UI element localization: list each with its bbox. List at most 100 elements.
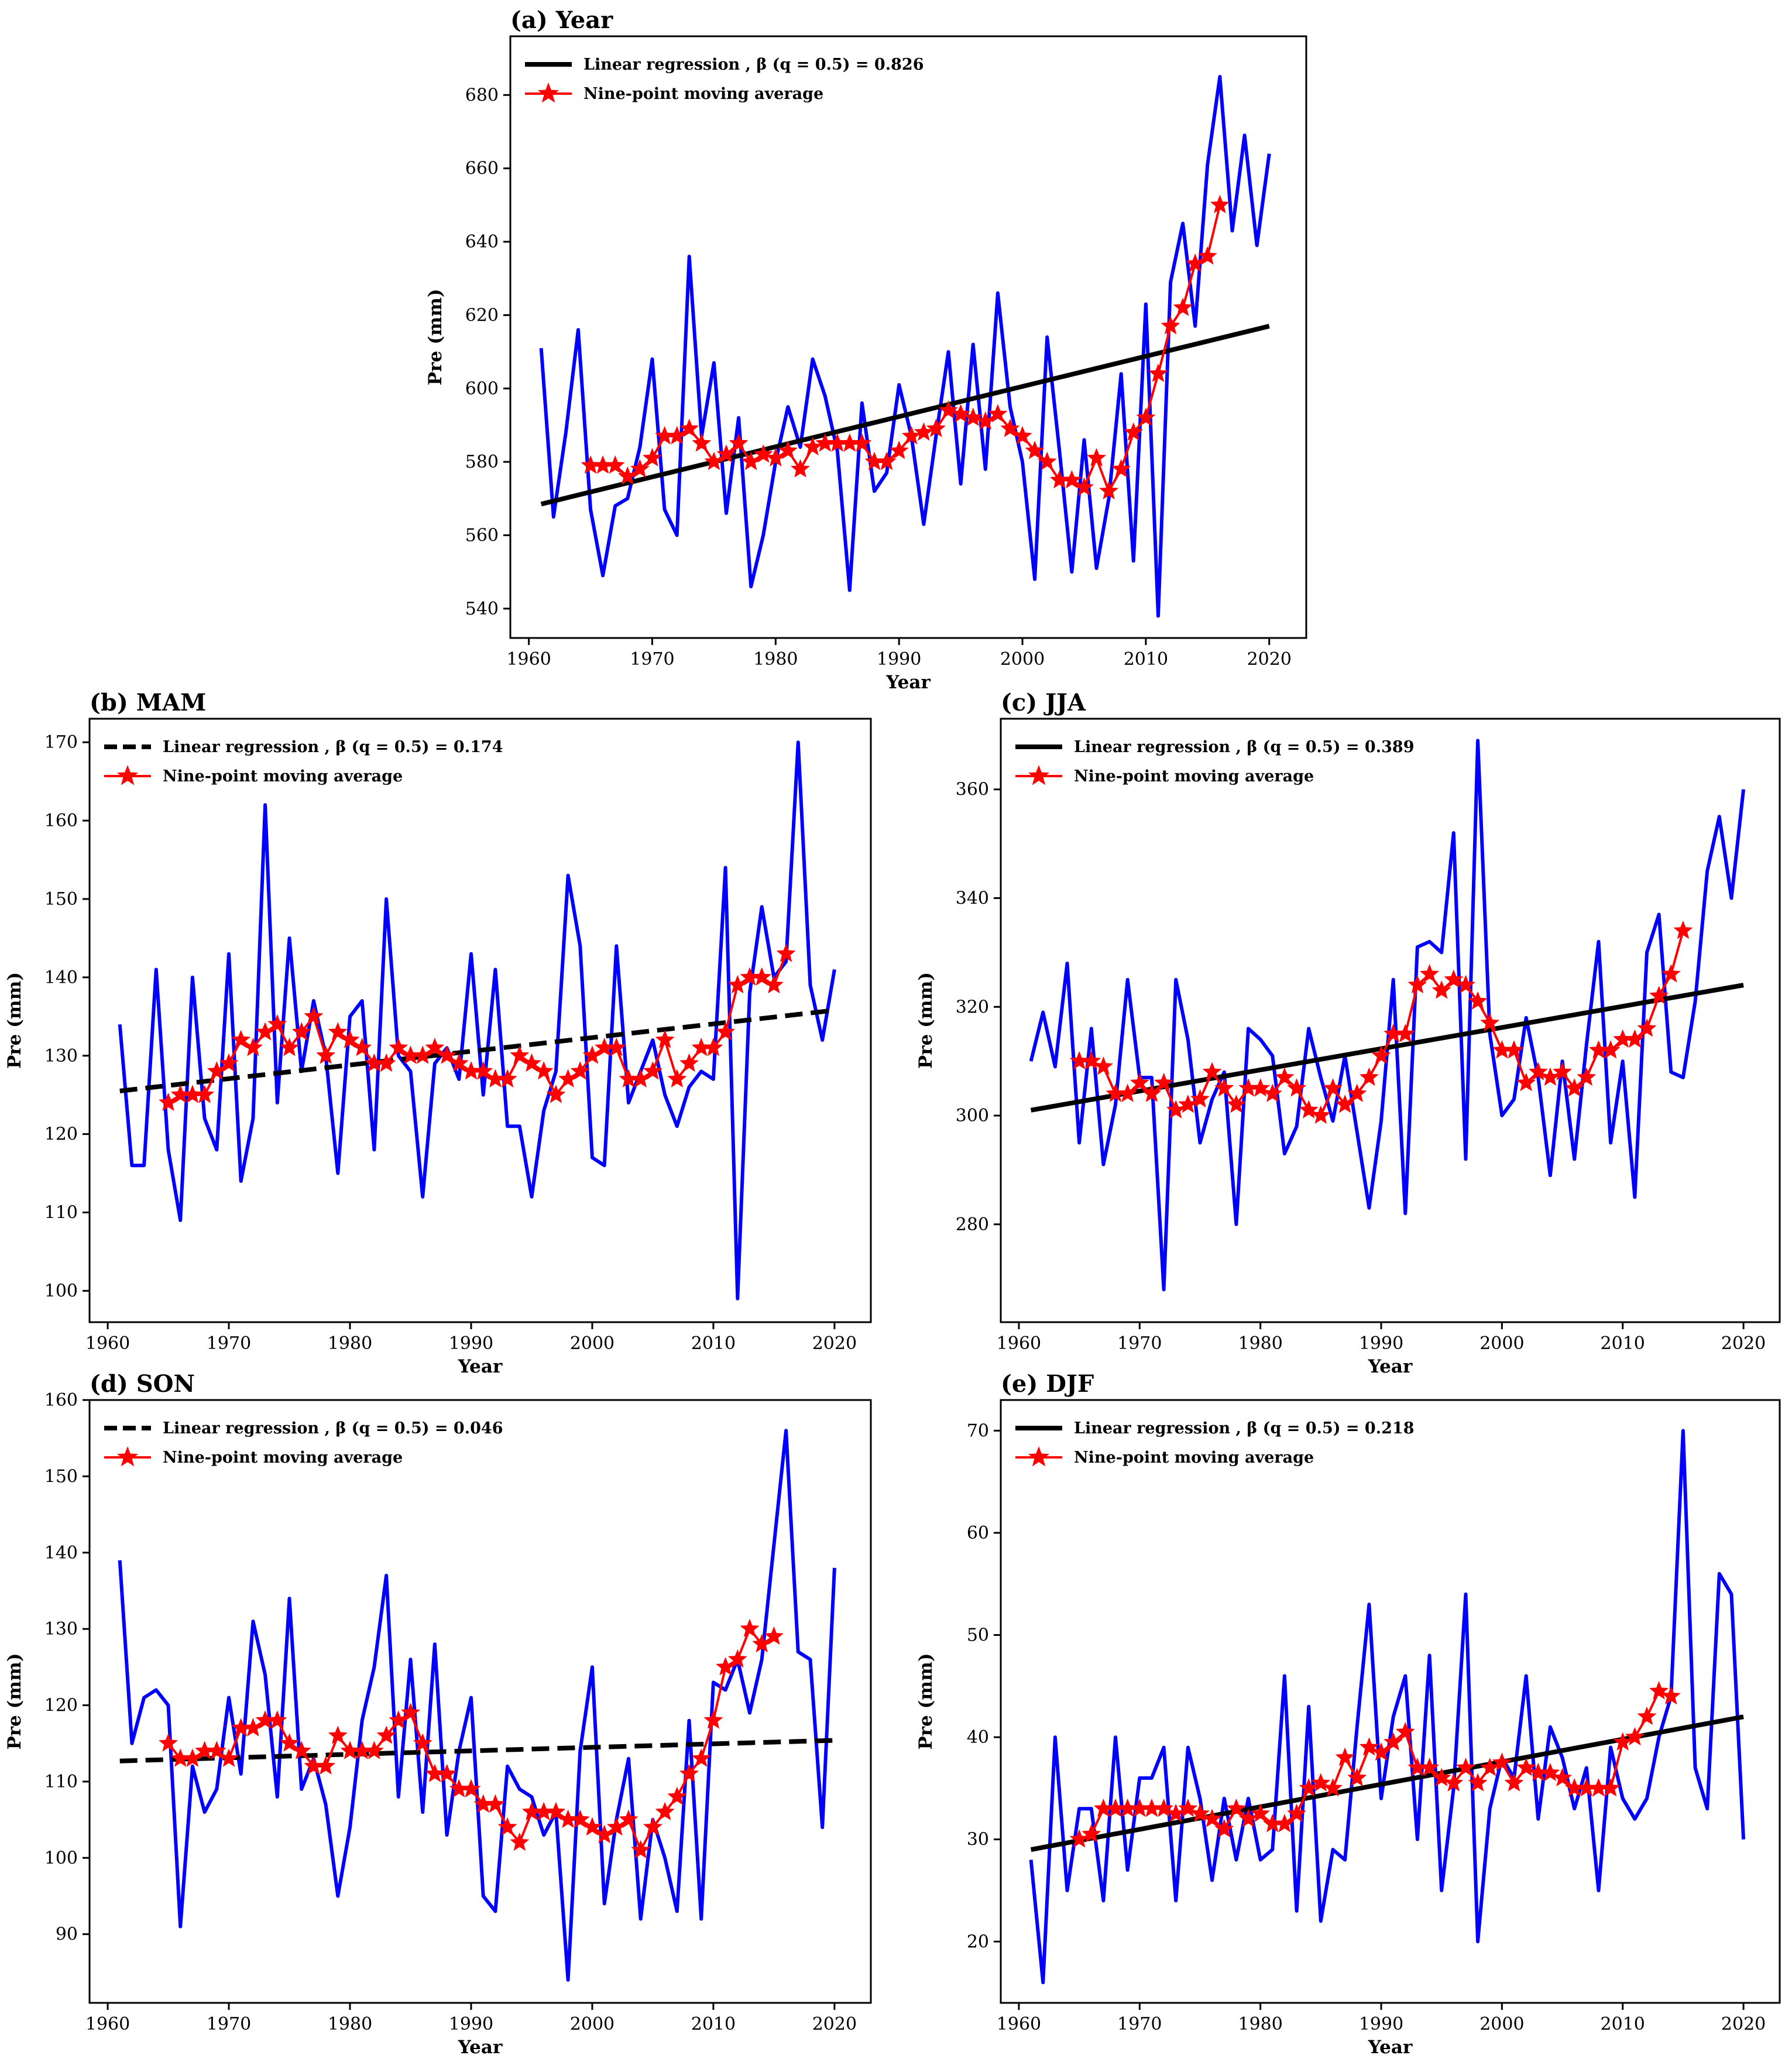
moving-average-point [619, 1809, 638, 1828]
moving-average-point [1082, 1051, 1101, 1070]
moving-average-point [159, 1092, 178, 1111]
moving-average-point [291, 1741, 311, 1759]
moving-average-point [1347, 1768, 1367, 1787]
y-tick-label: 130 [44, 1619, 78, 1639]
moving-average-point [425, 1038, 445, 1056]
moving-average-point [704, 451, 724, 471]
x-tick-label: 2020 [1247, 649, 1292, 670]
moving-average-point [951, 404, 971, 423]
moving-average-point [1178, 1094, 1198, 1113]
y-tick-label: 150 [44, 889, 78, 910]
moving-average-point [1161, 315, 1180, 335]
x-tick-label: 2010 [1601, 1333, 1645, 1354]
moving-average-point [1190, 1089, 1210, 1108]
legend-moving-average-label: Nine-point moving average [1074, 1449, 1314, 1467]
moving-average-point [1528, 1062, 1548, 1080]
moving-average-point [1202, 1062, 1222, 1080]
plot-frame [88, 1399, 872, 2004]
moving-average-point [558, 1069, 578, 1088]
moving-average-point [643, 1817, 662, 1836]
y-tick-label: 100 [44, 1281, 78, 1301]
x-tick-label: 2010 [1124, 649, 1168, 670]
moving-average-point [389, 1038, 408, 1056]
x-tick-label: 2010 [691, 2014, 736, 2034]
moving-average-point [1185, 253, 1205, 272]
moving-average-point [1062, 470, 1082, 489]
moving-average-point [1202, 1809, 1222, 1827]
moving-average-point [497, 1069, 517, 1088]
moving-average-point [1504, 1773, 1524, 1792]
moving-average-point [1540, 1762, 1560, 1782]
x-tick-label: 2000 [1000, 649, 1045, 670]
moving-average-point [1154, 1798, 1174, 1817]
legend-regression-label: Linear regression , β (q = 0.5) = 0.046 [163, 1419, 503, 1437]
moving-average-point [791, 459, 810, 478]
moving-average-point [389, 1710, 408, 1729]
moving-average-point [461, 1779, 481, 1798]
plot-frame [509, 35, 1307, 639]
moving-average-point [1166, 1803, 1186, 1823]
moving-average-point [1226, 1798, 1246, 1817]
moving-average-point [1124, 422, 1144, 441]
x-tick-label: 1980 [753, 649, 798, 670]
y-axis-label: Pre (mm) [915, 1653, 936, 1749]
moving-average-point [1012, 426, 1032, 445]
observed-series-line [1029, 739, 1746, 1292]
x-tick-label: 2020 [812, 1333, 857, 1354]
moving-average-point [1431, 1768, 1451, 1786]
moving-average-point [497, 1817, 517, 1836]
panel-2: (b) MAM 1960 1970 1980 1990 2000 2010 2020 100 11… [4, 689, 872, 1377]
observed-series-line [1029, 1429, 1746, 1985]
panel-4: (d) SON 1960 1970 1980 1990 2000 2010 2020 90 100… [4, 1370, 872, 2058]
x-tick-label: 1970 [207, 2014, 251, 2034]
moving-average-point [546, 1085, 566, 1103]
moving-average-point [703, 1710, 723, 1729]
moving-average-point [243, 1718, 263, 1737]
moving-average-point [207, 1741, 226, 1759]
moving-average-point [1516, 1072, 1536, 1092]
moving-average-point [753, 444, 773, 463]
moving-average-point [692, 433, 712, 452]
moving-average-point [1431, 980, 1451, 999]
x-tick-label: 1980 [1238, 2014, 1282, 2034]
x-tick-label: 1960 [85, 2014, 130, 2034]
moving-average-point [1311, 1105, 1331, 1124]
x-tick-label: 1970 [630, 649, 674, 670]
moving-average-point [1468, 1773, 1488, 1792]
moving-average-point [376, 1053, 396, 1072]
moving-average-point [1111, 459, 1131, 478]
moving-average-point [914, 422, 933, 441]
y-tick-label: 70 [967, 1420, 989, 1441]
moving-average-point [255, 1022, 275, 1041]
panel-title: (a) Year [510, 6, 613, 34]
y-tick-label: 680 [465, 85, 499, 105]
moving-average-point [1516, 1758, 1536, 1776]
moving-average-point [328, 1725, 348, 1744]
observed-series-line [118, 1429, 836, 1982]
x-tick-label: 1960 [506, 649, 551, 670]
moving-average-point [1251, 1078, 1271, 1097]
moving-average-point [195, 1085, 215, 1103]
moving-average-point [1166, 1100, 1186, 1118]
moving-average-point [716, 1656, 736, 1676]
x-tick-label: 1980 [328, 1333, 372, 1354]
moving-average-point [926, 418, 946, 437]
moving-average-point [485, 1794, 505, 1813]
moving-average-point [1287, 1803, 1307, 1823]
moving-average-point [1359, 1067, 1379, 1086]
y-tick-label: 100 [44, 1848, 78, 1868]
y-tick-label: 120 [44, 1124, 78, 1145]
moving-average-point [1456, 1758, 1475, 1776]
moving-average-point [1275, 1067, 1295, 1086]
moving-average-point [207, 1061, 226, 1080]
moving-average-point [219, 1053, 239, 1072]
moving-average-point [631, 1840, 651, 1859]
panel-title: (c) JJA [1001, 689, 1086, 716]
x-tick-label: 2010 [691, 1333, 736, 1354]
moving-average-point [1661, 964, 1681, 983]
moving-average-point [1420, 1758, 1440, 1776]
moving-average-point [316, 1756, 336, 1775]
legend-moving-average-label: Nine-point moving average [163, 767, 403, 785]
x-tick-label: 1990 [1359, 2014, 1403, 2034]
moving-average-point [1136, 407, 1156, 426]
